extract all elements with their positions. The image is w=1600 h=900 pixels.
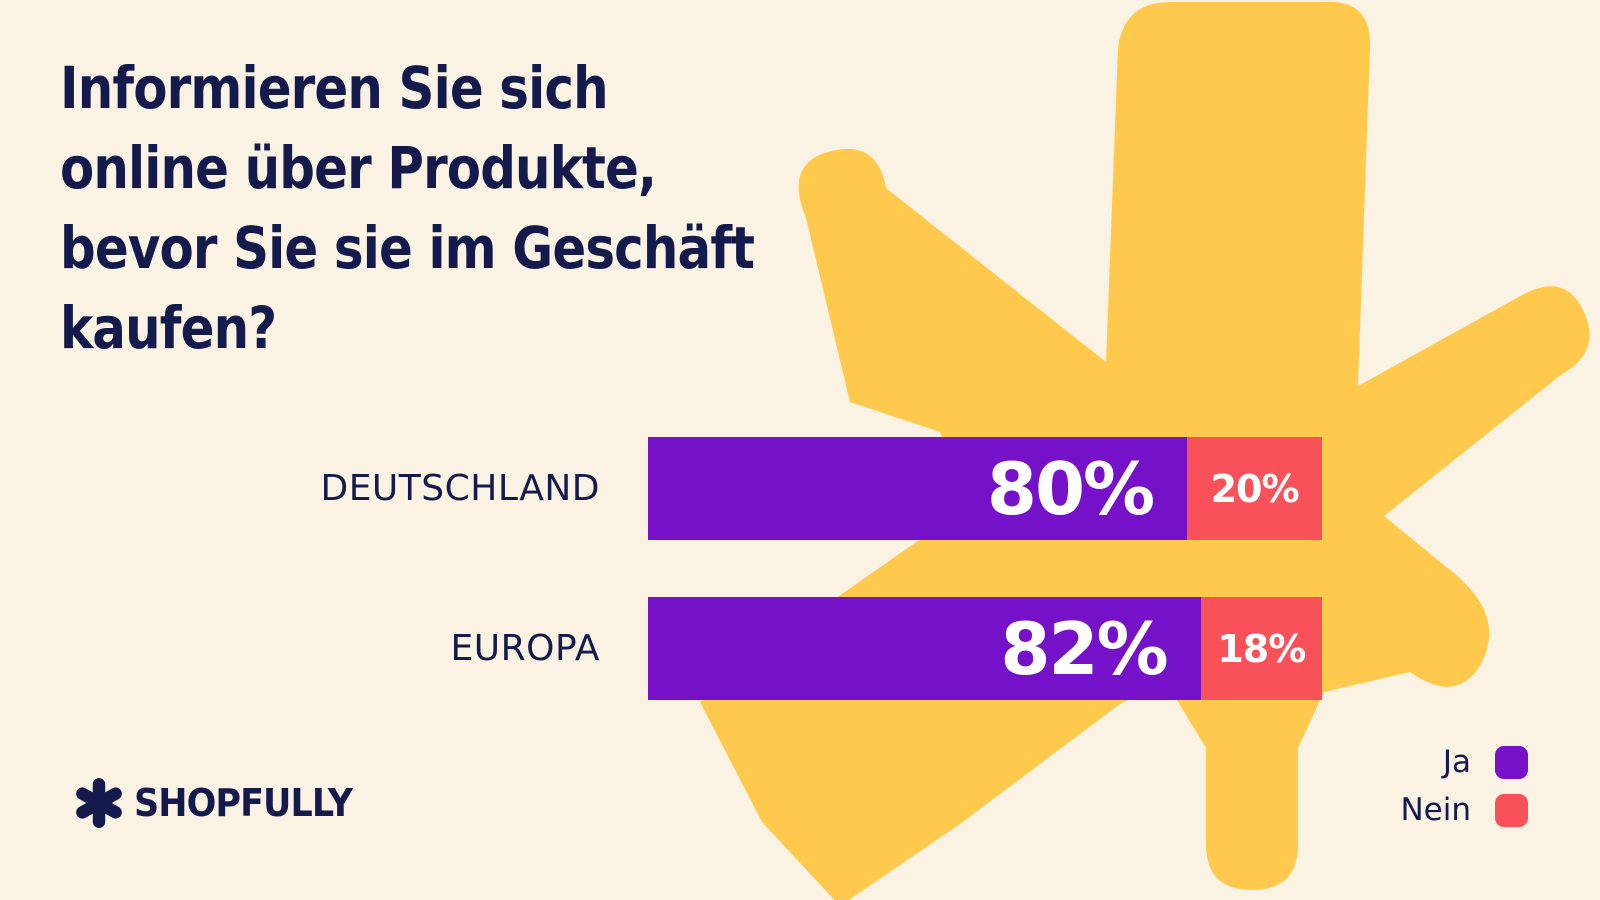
- stacked-bar-europa: 82% 18%: [648, 597, 1322, 700]
- value-label-ja: 80%: [986, 446, 1155, 531]
- legend-label-nein: Nein: [1400, 792, 1471, 828]
- bar-row-europa: EUROPA 82% 18%: [0, 597, 1322, 700]
- value-label-nein: 18%: [1217, 626, 1306, 671]
- legend-item-ja: Ja: [1400, 744, 1528, 780]
- asterisk-icon: [76, 778, 122, 828]
- category-label-deutschland: DEUTSCHLAND: [320, 468, 600, 509]
- legend-swatch-ja: [1495, 745, 1528, 779]
- title-line-3: bevor Sie sie im Geschäft: [60, 214, 755, 282]
- legend-label-ja: Ja: [1442, 744, 1471, 780]
- bar-segment-ja: 82%: [648, 597, 1201, 700]
- bar-segment-ja: 80%: [648, 437, 1188, 540]
- logo-wordmark: SHOPFULLY: [134, 781, 353, 825]
- stacked-bar-deutschland: 80% 20%: [648, 437, 1322, 540]
- legend-item-nein: Nein: [1400, 792, 1528, 828]
- value-label-ja: 82%: [1000, 606, 1168, 691]
- title-line-4: kaufen?: [60, 294, 277, 362]
- chart-legend: Ja Nein: [1400, 744, 1528, 828]
- bar-segment-nein: 20%: [1187, 437, 1322, 540]
- shopfully-logo: SHOPFULLY: [72, 776, 371, 830]
- bar-segment-nein: 18%: [1200, 597, 1322, 700]
- title-line-2: online über Produkte,: [60, 134, 657, 202]
- title-line-1: Informieren Sie sich: [60, 54, 609, 122]
- legend-swatch-nein: [1495, 793, 1528, 827]
- bar-row-deutschland: DEUTSCHLAND 80% 20%: [0, 437, 1322, 540]
- category-label-europa: EUROPA: [450, 628, 600, 669]
- value-label-nein: 20%: [1210, 466, 1300, 511]
- page-title: Informieren Sie sich online über Produkt…: [60, 48, 834, 368]
